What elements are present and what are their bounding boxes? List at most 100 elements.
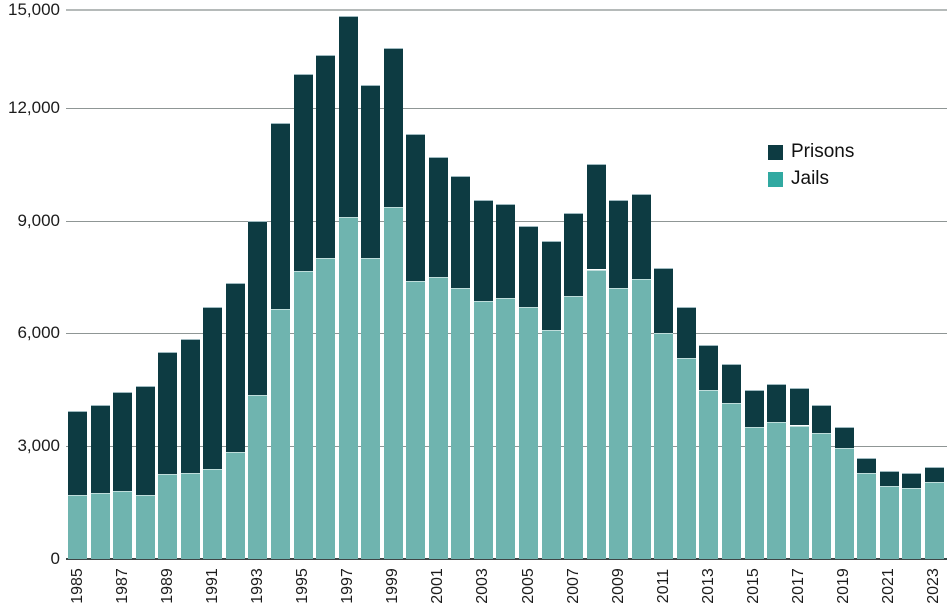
prisons-segment-1985 [68, 410, 87, 496]
prisons-segment-2002 [451, 175, 471, 289]
legend-item-jails: Jails [768, 168, 854, 190]
prisons-segment-2004 [496, 203, 516, 298]
prisons-segment-2008 [586, 164, 606, 270]
x-tick-label-2015: 2015 [745, 568, 762, 604]
prisons-segment-2017 [789, 387, 809, 426]
x-tick-label-2019: 2019 [835, 568, 853, 604]
jails-segment-2004 [496, 297, 516, 559]
x-tick-label-1991: 1991 [203, 568, 221, 604]
x-tick-label-2005: 2005 [519, 568, 537, 604]
prisons-segment-1987 [113, 391, 133, 492]
jails-segment-2022 [902, 487, 922, 559]
legend-label-prisons: Prisons [791, 141, 855, 162]
jails-segment-2018 [812, 433, 832, 559]
prisons-segment-2000 [406, 134, 426, 281]
y-tick-label: 12,000 [8, 97, 60, 117]
x-tick-label-1993: 1993 [248, 568, 266, 604]
prisons-segment-1990 [180, 339, 200, 473]
prisons-segment-2020 [857, 457, 877, 473]
jails-segment-2016 [767, 421, 787, 559]
jails-segment-2006 [541, 329, 561, 559]
prisons-segment-2021 [879, 470, 899, 486]
jails-segment-2012 [676, 357, 696, 559]
x-tick-label-1989: 1989 [158, 568, 176, 604]
prisons-segment-2001 [428, 156, 448, 277]
jails-segment-1986 [90, 493, 110, 559]
jails-segment-2021 [879, 485, 899, 559]
jails-segment-2002 [451, 288, 471, 559]
jails-segment-2020 [857, 472, 877, 559]
prisons-segment-2013 [699, 344, 719, 390]
prisons-segment-1986 [90, 404, 110, 494]
jails-segment-2014 [722, 403, 741, 559]
x-tick-label-2021: 2021 [880, 568, 898, 604]
prisons-segment-2022 [902, 472, 922, 488]
jails-segment-1997 [338, 216, 358, 559]
jails-segment-1985 [68, 495, 87, 559]
jails-segment-1996 [316, 258, 336, 559]
x-tick-label-2007: 2007 [564, 568, 582, 604]
prisons-segment-1994 [271, 122, 290, 309]
prisons-segment-1988 [135, 386, 155, 495]
jails-segment-2023 [924, 481, 944, 559]
prisons-segment-2006 [541, 241, 561, 330]
legend-label-jails: Jails [791, 168, 830, 189]
jails-segment-1990 [180, 472, 200, 559]
prisons-segment-2005 [519, 226, 538, 307]
y-gridline-15000 [66, 9, 947, 11]
x-axis-line [66, 558, 947, 560]
jails-segment-2017 [789, 425, 809, 559]
jails-segment-2008 [586, 269, 606, 559]
x-tick-label-2017: 2017 [790, 568, 808, 604]
jails-segment-2007 [564, 295, 584, 559]
x-tick-label-1997: 1997 [339, 568, 357, 604]
prisons-segment-2003 [473, 199, 493, 302]
y-tick-label: 0 [50, 549, 60, 568]
jails-segment-1994 [271, 309, 290, 559]
jails-segment-2009 [609, 288, 629, 559]
jails-segment-1995 [293, 271, 313, 559]
jails-swatch-icon [768, 171, 783, 187]
jails-segment-2003 [473, 301, 493, 559]
jails-segment-1998 [361, 258, 381, 559]
prisons-segment-1999 [383, 47, 403, 208]
y-tick-label: 9,000 [17, 210, 60, 230]
y-tick-label: 15,000 [8, 0, 60, 19]
jails-segment-2000 [406, 280, 426, 559]
y-tick-label: 6,000 [17, 323, 60, 343]
jails-segment-1987 [113, 491, 133, 559]
jails-segment-2019 [834, 448, 854, 559]
x-tick-label-2013: 2013 [699, 568, 717, 604]
prisons-segment-1995 [293, 74, 313, 272]
prisons-segment-1997 [338, 15, 358, 217]
legend: Prisons Jails [768, 141, 854, 190]
jails-segment-1989 [158, 474, 178, 559]
legend-item-prisons: Prisons [768, 141, 854, 163]
x-tick-label-2023: 2023 [925, 568, 943, 604]
prisons-segment-1998 [361, 85, 381, 259]
prisons-segment-1989 [158, 352, 178, 475]
prisons-segment-2014 [722, 363, 741, 403]
jails-segment-2015 [744, 427, 764, 559]
prisons-segment-1991 [203, 307, 223, 469]
jails-segment-1992 [225, 451, 245, 559]
prisons-segment-2007 [564, 213, 584, 296]
prisons-swatch-icon [768, 144, 783, 160]
jails-segment-1999 [383, 207, 403, 559]
jails-segment-1991 [203, 468, 223, 559]
prisons-segment-2023 [924, 466, 944, 482]
x-tick-label-2003: 2003 [474, 568, 492, 604]
jails-segment-2013 [699, 389, 719, 559]
x-tick-label-1985: 1985 [68, 568, 86, 604]
jails-segment-2011 [654, 333, 674, 559]
x-tick-label-2009: 2009 [609, 568, 627, 604]
x-tick-label-1999: 1999 [384, 568, 402, 604]
jails-segment-1988 [135, 495, 155, 559]
prisons-segment-2011 [654, 267, 674, 334]
prisons-segment-2015 [744, 389, 764, 428]
prisons-segment-1993 [248, 220, 268, 396]
prisons-segment-2018 [812, 404, 832, 433]
x-tick-label-1995: 1995 [294, 568, 311, 604]
prisons-segment-2012 [676, 307, 696, 358]
